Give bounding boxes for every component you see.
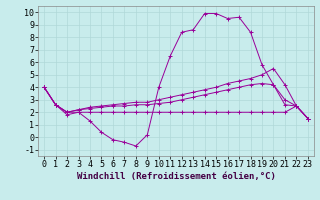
X-axis label: Windchill (Refroidissement éolien,°C): Windchill (Refroidissement éolien,°C) <box>76 172 276 181</box>
